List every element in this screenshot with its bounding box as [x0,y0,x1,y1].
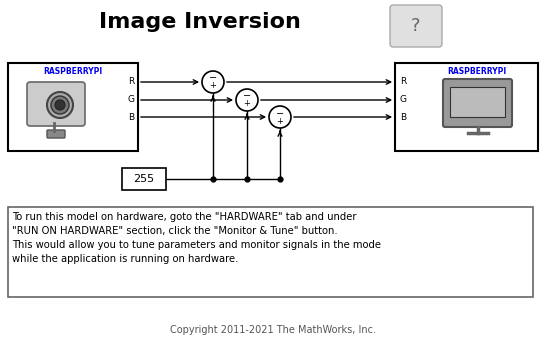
Text: Copyright 2011-2021 The MathWorks, Inc.: Copyright 2011-2021 The MathWorks, Inc. [171,325,376,335]
FancyBboxPatch shape [8,63,138,151]
Text: ?: ? [411,17,421,35]
Text: R: R [128,78,134,86]
Text: To run this model on hardware, goto the "HARDWARE" tab and under
"RUN ON HARDWAR: To run this model on hardware, goto the … [12,212,381,264]
Text: +: + [277,117,283,126]
Circle shape [202,71,224,93]
Text: −: − [243,92,251,102]
Circle shape [55,100,65,110]
Circle shape [51,96,69,114]
FancyBboxPatch shape [8,207,533,297]
FancyBboxPatch shape [47,130,65,138]
Text: +: + [210,82,217,91]
FancyBboxPatch shape [122,168,166,190]
Text: +: + [243,99,251,108]
Text: B: B [400,113,406,121]
Text: B: B [128,113,134,121]
Text: −: − [276,108,284,118]
Text: −: − [209,73,217,83]
Text: 255: 255 [133,174,155,184]
Text: Image Inversion: Image Inversion [99,12,301,32]
FancyBboxPatch shape [390,5,442,47]
FancyBboxPatch shape [443,79,512,127]
FancyBboxPatch shape [395,63,538,151]
Text: G: G [127,95,135,105]
Text: G: G [399,95,406,105]
Text: R: R [400,78,406,86]
Circle shape [236,89,258,111]
FancyBboxPatch shape [27,82,85,126]
Circle shape [269,106,291,128]
Text: RASPBERRYPI: RASPBERRYPI [447,68,506,76]
Circle shape [47,92,73,118]
Text: RASPBERRYPI: RASPBERRYPI [43,68,103,76]
FancyBboxPatch shape [450,87,505,117]
